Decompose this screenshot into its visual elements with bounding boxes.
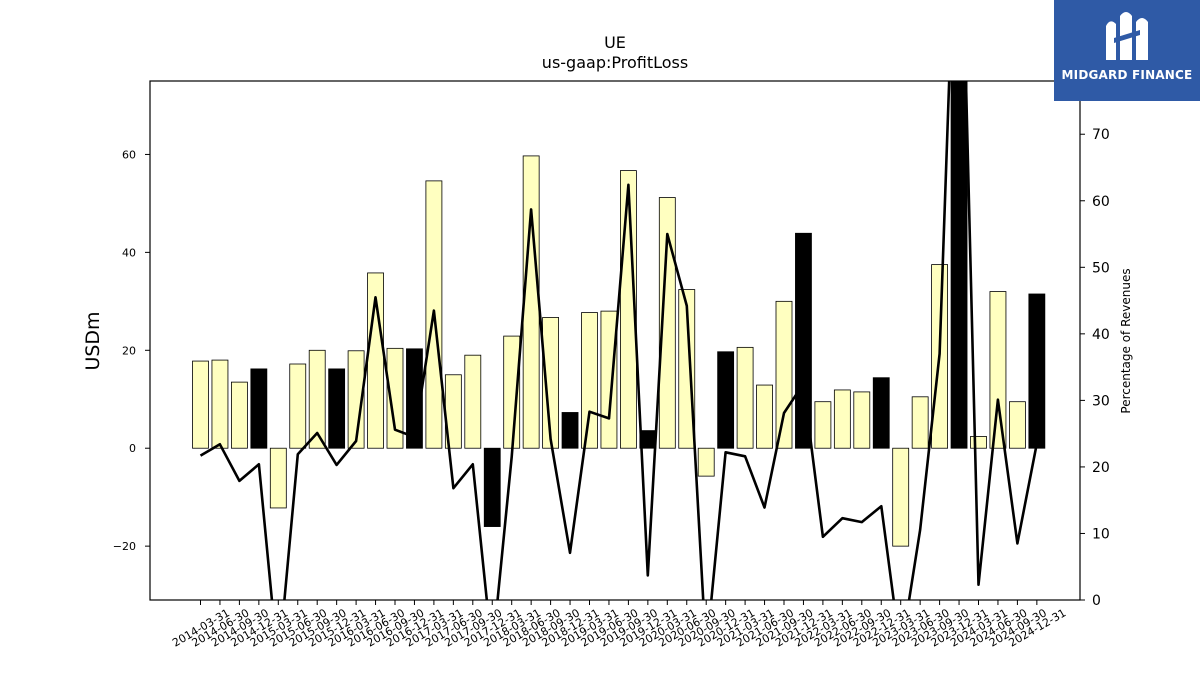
bar-2021-03-31 [736,346,754,449]
bar-2018-12-31 [561,412,579,449]
y-tick-label: −20 [113,540,136,553]
bar-2016-09-30 [386,347,404,449]
bar-2024-09-30 [1009,401,1026,449]
y-axis-label: USDm [82,311,104,370]
brand-logo: MIDGARD FINANCE [1054,0,1200,101]
bar-2022-09-30 [853,391,871,449]
bar-2021-09-30 [775,300,793,449]
bar-2015-06-30 [289,363,307,449]
y2-tick-label: 20 [1092,460,1110,476]
bar-2017-09-30 [464,354,482,449]
bar-2022-06-30 [833,389,851,449]
y2-tick-label: 60 [1092,194,1110,210]
y2-tick-label: 30 [1092,393,1110,409]
bar-2014-06-30 [211,359,229,449]
plot-frame [149,80,1081,601]
bar-2015-03-31 [269,447,287,509]
bar-2018-09-30 [542,317,559,449]
bar-2018-06-30 [522,155,540,449]
percentage-line [199,81,1039,600]
bar-2015-09-30 [308,349,326,449]
chart-subtitle: us-gaap:ProfitLoss [542,53,688,72]
bar-2019-06-30 [600,310,618,449]
y2-tick-label: 0 [1092,593,1101,609]
y2-tick-label: 40 [1092,327,1110,343]
bar-2022-03-31 [814,401,832,449]
bar-2023-06-30 [911,396,929,449]
bar-2015-12-31 [328,368,346,449]
bar-2021-12-31 [795,232,812,449]
bar-2024-03-31 [970,436,987,449]
y-tick-label: 40 [122,246,136,259]
chart-title: UE [604,33,626,52]
logo-text: MIDGARD FINANCE [1061,68,1193,82]
bar-2024-06-30 [989,291,1007,449]
bar-2023-12-31 [950,81,968,449]
y-tick-label: 0 [129,442,136,455]
bar-2016-03-31 [347,350,365,449]
midgard-logo-icon [1106,12,1148,60]
bar-2020-09-30 [697,447,715,477]
bar-2020-12-31 [717,351,735,449]
bar-2014-09-30 [230,381,248,449]
bar-2014-03-31 [192,360,209,449]
y-tick-label: 20 [122,344,136,357]
bar-2020-03-31 [658,197,676,449]
y-tick-label: 60 [122,148,136,161]
bar-series [192,81,1046,547]
y2-tick-label: 10 [1092,526,1110,542]
bar-2016-12-31 [406,348,423,449]
bar-2019-03-31 [581,312,598,449]
bar-2023-03-31 [892,447,910,547]
y2-tick-label: 70 [1092,127,1110,143]
bar-2020-06-30 [678,289,696,449]
bar-2021-06-30 [756,384,773,449]
plot-area: −2002040600102030405060702014-03-312014-… [113,80,1110,650]
bar-2024-12-31 [1028,293,1046,449]
bar-2022-12-31 [872,377,890,449]
bar-2014-12-31 [250,368,268,449]
y2-axis-label: Percentage of Revenues [1119,268,1133,413]
y2-tick-label: 50 [1092,260,1110,276]
bar-2017-12-31 [483,447,501,527]
